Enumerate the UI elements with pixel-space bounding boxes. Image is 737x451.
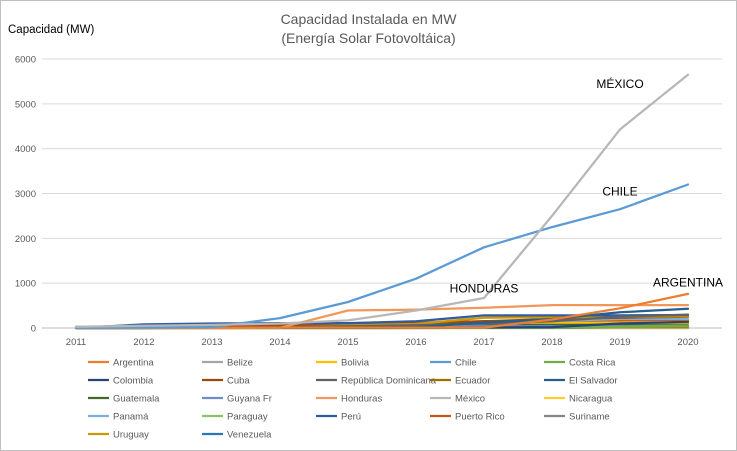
x-tick-label: 2013 [201, 337, 222, 348]
legend-label: Paraguay [227, 412, 268, 423]
y-tick-label: 1000 [15, 279, 36, 290]
legend-label: Bolivia [341, 358, 370, 369]
y-tick-label: 3000 [15, 189, 36, 200]
chart-subtitle: (Energía Solar Fotovoltáica) [281, 30, 456, 46]
x-tick-label: 2016 [405, 337, 426, 348]
y-tick-label: 6000 [15, 55, 36, 66]
legend-label: Puerto Rico [455, 412, 505, 423]
legend-label: Cuba [227, 376, 250, 387]
x-tick-label: 2012 [133, 337, 154, 348]
legend-label: Nicaragua [569, 394, 613, 405]
legend-label: El Salvador [569, 376, 618, 387]
series-line [74, 183, 690, 329]
series-annotation: MÉXICO [596, 76, 643, 91]
series-annotation: HONDURAS [450, 282, 519, 296]
legend-label: Uruguay [113, 430, 149, 441]
x-tick-label: 2020 [677, 337, 698, 348]
legend-label: Panamá [113, 412, 149, 423]
legend-label: Suriname [569, 412, 610, 423]
x-tick-label: 2018 [541, 337, 562, 348]
x-tick-label: 2019 [609, 337, 630, 348]
legend-label: Honduras [341, 394, 382, 405]
x-tick-label: 2014 [269, 337, 290, 348]
x-tick-label: 2017 [473, 337, 494, 348]
chart-title-line-1: Capacidad Instalada en MW [280, 11, 457, 27]
legend-label: Venezuela [227, 430, 272, 441]
y-tick-label: 0 [31, 324, 36, 335]
legend-label: Ecuador [455, 376, 490, 387]
legend-label: México [455, 394, 485, 405]
legend-label: Argentina [113, 358, 154, 369]
legend-label: Guatemala [113, 394, 160, 405]
x-tick-label: 2015 [337, 337, 358, 348]
y-tick-label: 5000 [15, 99, 36, 110]
y-axis-title: Capacidad (MW) [8, 24, 95, 36]
legend-label: Belize [227, 358, 253, 369]
legend-label: Guyana Fr [227, 394, 272, 405]
series-annotation: ARGENTINA [653, 275, 723, 289]
legend-label: Costa Rica [569, 358, 616, 369]
y-tick-label: 4000 [15, 144, 36, 155]
y-tick-label: 2000 [15, 234, 36, 245]
legend-label: Colombia [113, 376, 154, 387]
series-line [74, 73, 690, 328]
series-annotation: CHILE [602, 185, 637, 199]
legend-label: República Dominicana [341, 376, 437, 387]
x-tick-label: 2011 [66, 337, 86, 348]
legend-label: Chile [455, 358, 477, 369]
legend-label: Perú [341, 412, 361, 423]
chart-title: Capacidad Instalada en MW (Energía Solar… [0, 10, 737, 48]
